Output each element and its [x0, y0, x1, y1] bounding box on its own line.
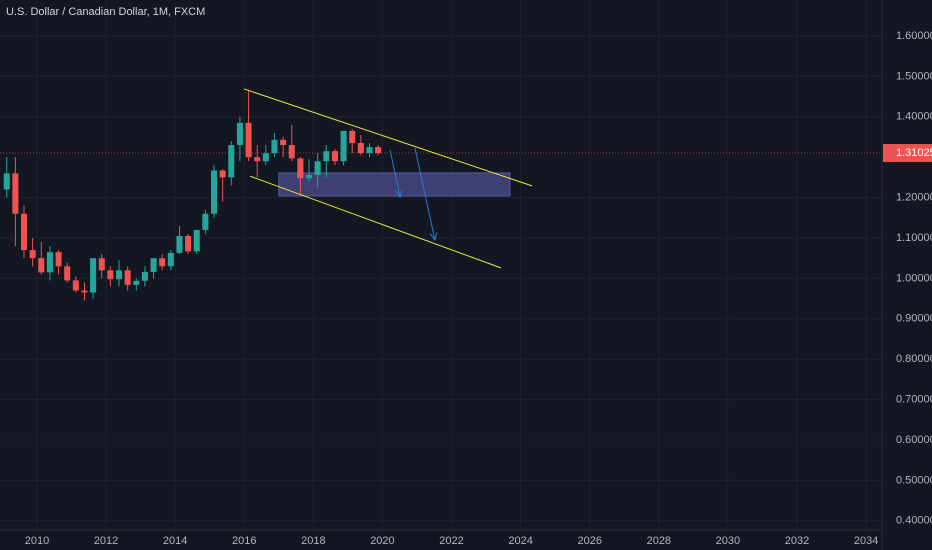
- forecast-arrow: [389, 149, 403, 199]
- candle-body: [219, 170, 226, 178]
- x-tick-label: 2024: [508, 535, 532, 547]
- y-tick-label: 0.70000: [896, 393, 932, 405]
- x-tick-label: 2030: [716, 535, 740, 547]
- candle-body: [306, 174, 313, 179]
- candle-body: [150, 258, 157, 272]
- y-tick-label: 0.60000: [896, 434, 932, 446]
- target-zone: [278, 172, 511, 197]
- candle-body: [193, 229, 200, 252]
- candle-body: [245, 122, 252, 158]
- candle-body: [357, 143, 364, 154]
- candle-body: [202, 213, 209, 230]
- x-tick-label: 2020: [370, 535, 394, 547]
- candle-body: [55, 252, 62, 267]
- candle-body: [81, 290, 88, 293]
- candle-body: [12, 173, 19, 214]
- candle-body: [254, 157, 261, 162]
- x-tick-label: 2018: [301, 535, 325, 547]
- candle-body: [228, 145, 235, 178]
- candle-body: [115, 270, 123, 280]
- y-tick-label: 0.40000: [896, 515, 932, 527]
- candle-body: [107, 270, 114, 280]
- last-price-label: 1.31025: [896, 147, 932, 159]
- x-tick-label: 2022: [439, 535, 463, 547]
- candle-body: [375, 147, 382, 154]
- x-tick-label: 2012: [94, 535, 118, 547]
- candle-body: [210, 170, 218, 214]
- trend-line: [243, 88, 533, 187]
- candle-body: [331, 151, 338, 162]
- candle-body: [314, 161, 321, 175]
- candle-body: [46, 252, 53, 273]
- candle-body: [72, 280, 79, 291]
- candle-body: [297, 158, 304, 179]
- y-tick-label: 0.50000: [896, 474, 932, 486]
- candle-body: [141, 271, 148, 281]
- y-tick-label: 1.50000: [896, 70, 932, 82]
- x-tick-label: 2028: [647, 535, 671, 547]
- candle-body: [3, 173, 10, 190]
- candle-body: [159, 258, 166, 267]
- y-tick-label: 1.10000: [896, 232, 932, 244]
- x-tick-label: 2014: [163, 535, 187, 547]
- candle-body: [236, 122, 243, 146]
- candle-body: [64, 266, 71, 281]
- x-tick-label: 2026: [577, 535, 601, 547]
- candle-body: [280, 139, 287, 146]
- candle-body: [185, 235, 192, 252]
- x-tick-label: 2010: [25, 535, 49, 547]
- trend-line: [249, 175, 502, 269]
- x-tick-label: 2032: [785, 535, 809, 547]
- candle-body: [271, 139, 278, 154]
- y-tick-label: 1.20000: [896, 191, 932, 203]
- y-tick-label: 1.60000: [896, 30, 932, 42]
- candle-body: [90, 258, 97, 293]
- y-tick-label: 0.80000: [896, 353, 932, 365]
- candle-body: [262, 153, 269, 162]
- last-price-box: [883, 144, 932, 163]
- candle-body: [98, 258, 105, 271]
- candle-body: [29, 250, 36, 259]
- candle-body: [167, 252, 174, 267]
- x-tick-label: 2034: [854, 535, 878, 547]
- candle-body: [124, 270, 131, 285]
- y-tick-label: 0.90000: [896, 313, 932, 325]
- candle-body: [20, 213, 28, 251]
- y-tick-label: 1.00000: [896, 272, 932, 284]
- candle-body: [366, 147, 373, 154]
- candle-body: [176, 235, 183, 253]
- x-tick-label: 2016: [232, 535, 256, 547]
- forecast-arrow: [414, 147, 438, 242]
- y-tick-label: 1.40000: [896, 111, 932, 123]
- candle-body: [349, 130, 356, 144]
- candle-body: [340, 130, 347, 162]
- chart-title: U.S. Dollar / Canadian Dollar, 1M, FXCM: [6, 6, 205, 18]
- candle-body: [38, 258, 45, 273]
- candle-body: [323, 151, 330, 162]
- candle-body: [133, 280, 140, 285]
- candle-body: [288, 145, 295, 159]
